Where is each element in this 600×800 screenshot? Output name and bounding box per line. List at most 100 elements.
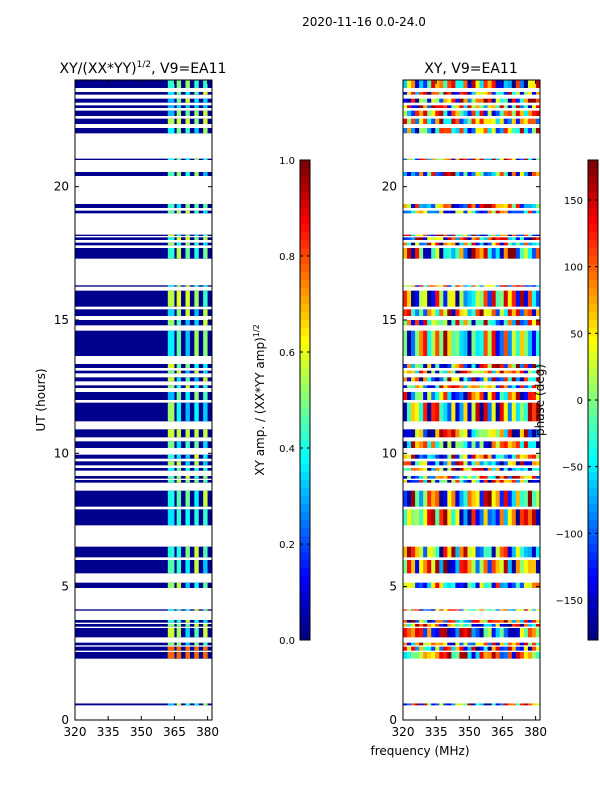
phase-cell <box>515 480 521 483</box>
phase-cell <box>475 546 480 558</box>
colorbar-segment <box>588 400 598 409</box>
phase-cell <box>499 242 505 246</box>
phase-cell <box>527 98 533 103</box>
phase-cell <box>443 285 448 287</box>
phase-cell <box>527 476 533 479</box>
phase-cell <box>435 158 440 160</box>
phase-cell <box>535 320 541 326</box>
phase-cell <box>451 364 456 368</box>
amplitude-cell <box>185 172 190 176</box>
phase-cell <box>443 158 448 160</box>
amplitude-cell <box>167 429 175 438</box>
phase-cell <box>523 80 529 88</box>
phase-cell <box>423 476 428 479</box>
amplitude-cell <box>176 210 182 214</box>
colorbar-segment <box>588 568 598 577</box>
phase-cell <box>439 476 444 479</box>
amplitude-cell <box>203 172 208 176</box>
phase-cell <box>427 509 432 526</box>
colorbar-segment <box>300 496 310 505</box>
amplitude-cell <box>167 364 175 368</box>
phase-cell <box>471 242 476 246</box>
phase-cell <box>523 172 529 176</box>
phase-cell <box>431 98 436 103</box>
amplitude-cell <box>185 210 190 214</box>
phase-cell <box>423 609 428 611</box>
phase-cell <box>415 210 420 214</box>
phase-cell <box>451 158 456 160</box>
phase-cell <box>459 128 464 134</box>
colorbar-segment <box>588 224 598 233</box>
phase-cell <box>511 105 517 108</box>
phase-cell <box>535 454 541 459</box>
phase-cell <box>511 364 517 368</box>
phase-cell <box>411 128 416 134</box>
phase-cell <box>471 429 476 438</box>
phase-cell <box>467 234 472 236</box>
phase-cell <box>467 172 472 176</box>
phase-cell <box>491 441 497 448</box>
phase-cell <box>487 204 493 208</box>
phase-cell <box>403 546 408 558</box>
phase-cell <box>471 98 476 103</box>
phase-cell <box>447 509 452 526</box>
phase-cell <box>431 609 436 611</box>
phase-cell <box>499 320 505 326</box>
phase-cell <box>499 330 505 356</box>
phase-cell <box>427 330 432 356</box>
phase-cell <box>407 582 412 588</box>
amplitude-cell <box>185 309 190 316</box>
phase-cell <box>463 172 468 176</box>
phase-cell <box>475 234 480 236</box>
phase-cell <box>403 441 408 448</box>
phase-band <box>403 476 541 479</box>
phase-cell <box>431 80 436 88</box>
colorbar-segment <box>300 368 310 377</box>
phase-cell <box>431 628 436 638</box>
phase-cell <box>423 105 428 108</box>
phase-cell <box>535 385 541 388</box>
phase-cell <box>403 110 408 116</box>
phase-cell <box>443 172 448 176</box>
phase-cell <box>479 158 484 160</box>
phase-cell <box>531 234 537 236</box>
phase-cell <box>447 210 452 214</box>
phase-cell <box>439 392 444 400</box>
amplitude-band <box>75 128 212 134</box>
phase-cell <box>447 158 452 160</box>
phase-cell <box>407 158 412 160</box>
amplitude-cell <box>203 620 208 623</box>
phase-band <box>403 105 541 108</box>
phase-cell <box>459 118 464 124</box>
phase-cell <box>427 320 432 326</box>
phase-cell <box>507 237 513 240</box>
phase-cell <box>479 560 484 574</box>
phase-cell <box>407 118 412 124</box>
phase-cell <box>503 642 509 646</box>
phase-cell <box>403 454 408 459</box>
phase-cell <box>415 476 420 479</box>
phase-cell <box>495 461 501 466</box>
phase-cell <box>503 290 509 307</box>
phase-cell <box>455 234 460 236</box>
phase-cell <box>475 509 480 526</box>
phase-cell <box>423 80 428 88</box>
phase-band <box>403 609 541 611</box>
phase-cell <box>475 454 480 459</box>
phase-cell <box>483 210 489 214</box>
amplitude-band <box>75 429 212 438</box>
amplitude-cell <box>176 454 182 459</box>
phase-cell <box>459 490 464 507</box>
phase-cell <box>439 620 444 623</box>
amplitude-cell <box>185 642 190 646</box>
phase-cell <box>403 609 408 611</box>
phase-cell <box>443 110 448 116</box>
amplitude-cell <box>194 158 199 160</box>
phase-cell <box>511 454 517 459</box>
phase-cell <box>471 364 476 368</box>
colorbar-segment <box>300 432 310 441</box>
amplitude-cell <box>185 248 190 259</box>
phase-cell <box>511 320 517 326</box>
phase-cell <box>439 441 444 448</box>
phase-cell <box>503 158 509 160</box>
